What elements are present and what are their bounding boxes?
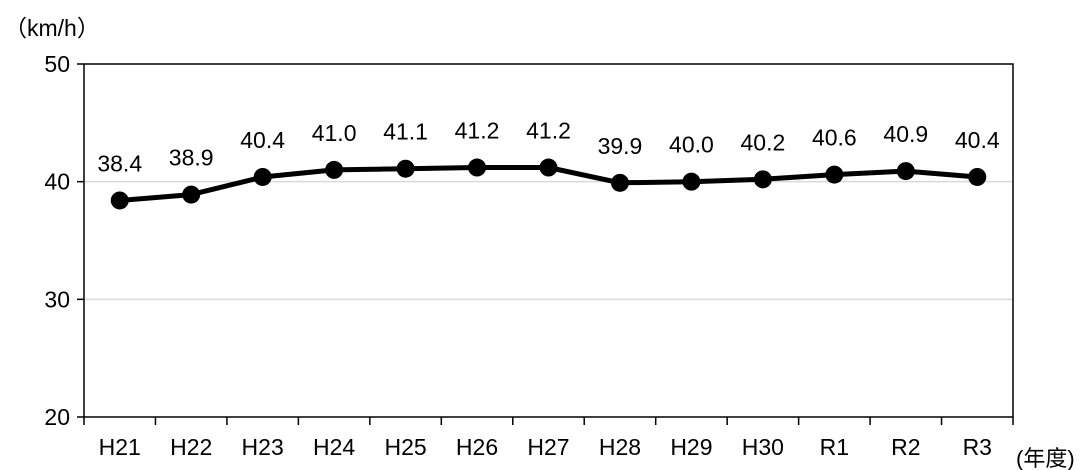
data-point-marker (825, 165, 844, 184)
data-point-marker (968, 167, 987, 186)
gridlines (84, 180, 1013, 301)
data-point-marker (182, 185, 201, 204)
data-point-marker (753, 170, 772, 189)
data-label: 39.9 (598, 133, 643, 159)
data-label: 41.0 (312, 120, 357, 146)
data-point-marker (539, 158, 558, 177)
plot-area-frame (83, 63, 1014, 418)
data-labels: 38.4 38.9 40.4 41.0 41.1 41.2 41.2 39.9 40.0 40.2… (97, 118, 1000, 177)
data-point-marker (110, 191, 129, 210)
data-label: 40.6 (812, 125, 857, 151)
y-tick-label: 20 (44, 404, 70, 430)
data-label: 41.1 (383, 119, 428, 145)
data-label: 41.2 (526, 118, 571, 144)
x-axis-unit-label: (年度) (1016, 446, 1075, 470)
x-tick-label: H25 (384, 434, 426, 460)
data-point-marker (396, 159, 415, 178)
data-point-marker (682, 172, 701, 191)
x-tick-label: H30 (742, 434, 784, 460)
data-label: 40.9 (883, 121, 928, 147)
x-tick-label: H24 (313, 434, 355, 460)
data-label: 40.4 (240, 127, 285, 153)
data-label: 41.2 (455, 118, 500, 144)
x-axis-ticks: H21 H22 H23 H24 H25 H26 H27 H28 H29 H30 R1 R2 R3 (83, 417, 1014, 460)
x-tick-label: R2 (891, 434, 920, 460)
x-tick-label: H27 (527, 434, 569, 460)
x-tick-label: H26 (456, 434, 498, 460)
data-label: 40.0 (669, 132, 714, 158)
x-tick-label: R3 (963, 434, 992, 460)
x-tick-label: H23 (242, 434, 284, 460)
y-tick-label: 40 (44, 169, 70, 195)
x-tick-label: H22 (170, 434, 212, 460)
y-axis-ticks: 20 30 40 50 (44, 51, 84, 430)
y-tick-label: 30 (44, 286, 70, 312)
x-tick-label: H29 (670, 434, 712, 460)
x-tick-label: R1 (820, 434, 849, 460)
data-label: 40.2 (741, 129, 786, 155)
series-line-layer (110, 158, 987, 210)
data-label: 38.4 (97, 150, 142, 176)
y-tick-label: 50 (44, 51, 70, 77)
data-point-marker (325, 160, 344, 179)
data-point-marker (896, 162, 915, 181)
y-axis-unit-label: （km/h） (4, 15, 100, 41)
x-tick-label: H21 (99, 434, 141, 460)
data-label: 38.9 (169, 145, 214, 171)
data-point-marker (253, 167, 272, 186)
x-tick-label: H28 (599, 434, 641, 460)
data-point-marker (468, 158, 487, 177)
data-point-marker (610, 173, 629, 192)
data-label: 40.4 (955, 127, 1000, 153)
